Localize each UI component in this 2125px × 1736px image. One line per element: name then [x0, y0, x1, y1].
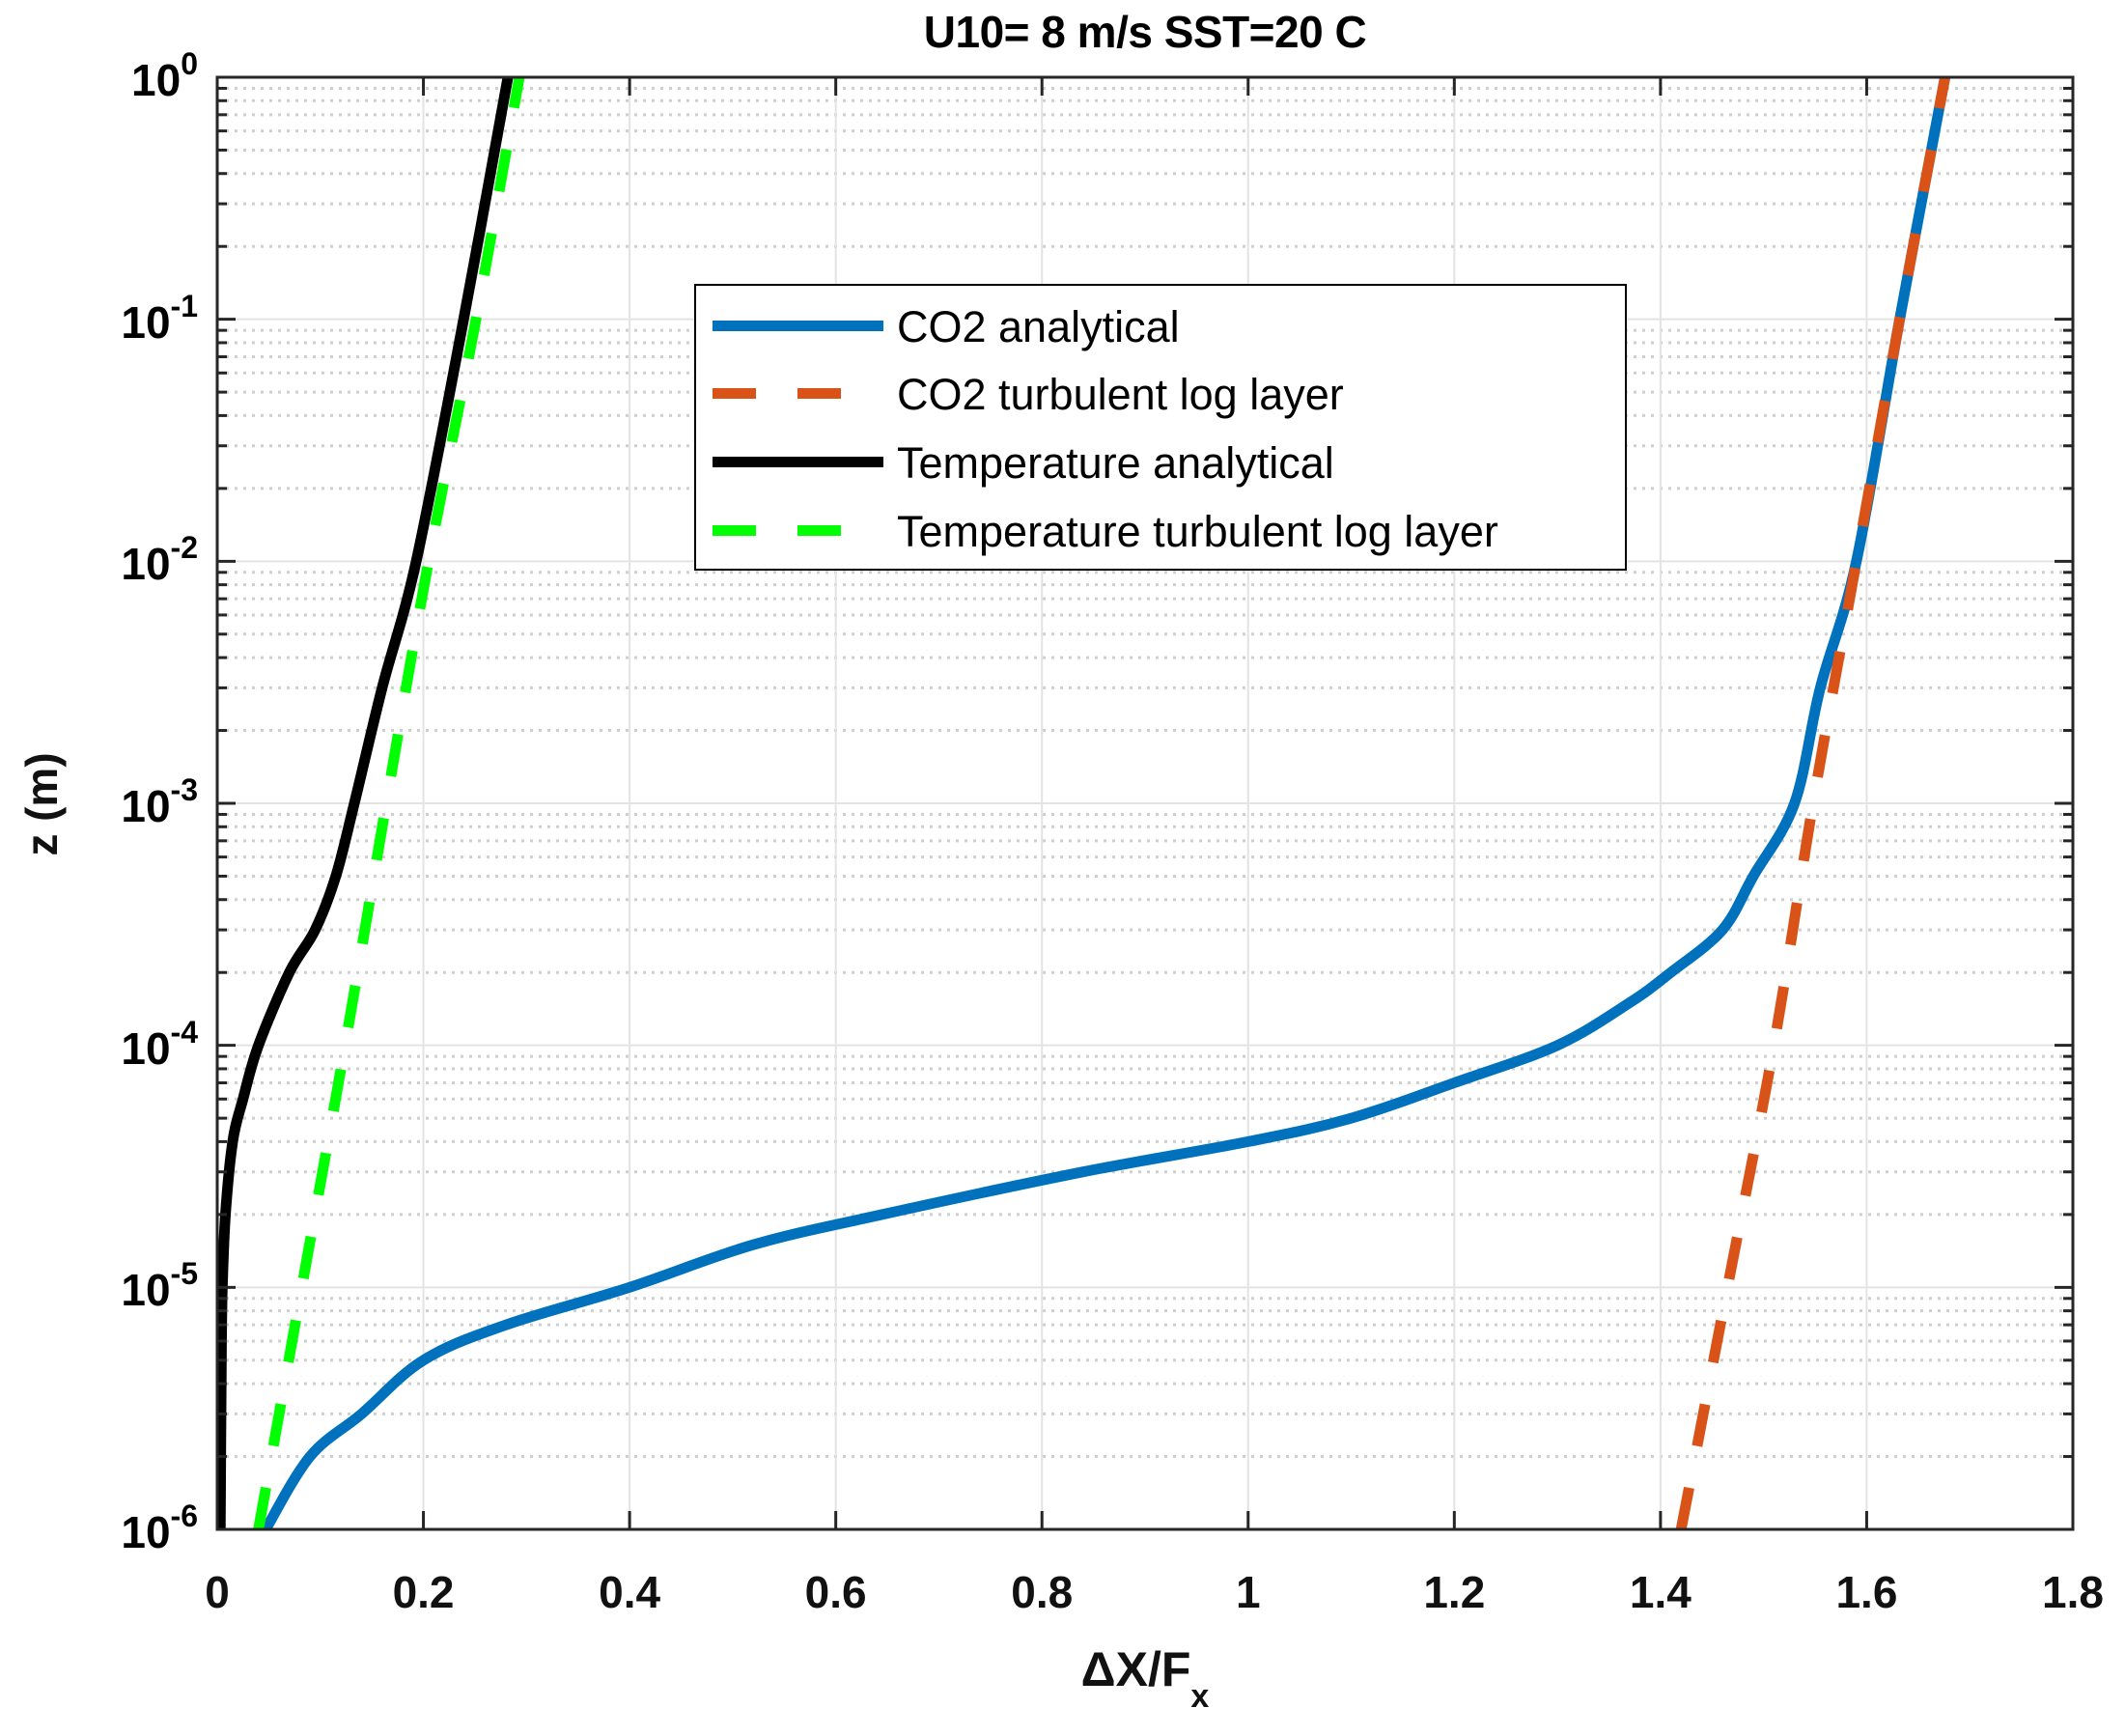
- chart-title: U10= 8 m/s SST=20 C: [923, 7, 1367, 57]
- y-tick-label: 10-6: [121, 1498, 198, 1557]
- legend-swatch-co2-analytical: [713, 321, 883, 331]
- x-axis-label-subscript: x: [1190, 1678, 1210, 1715]
- legend-item-co2-analytical: CO2 analytical: [696, 300, 1625, 358]
- legend: CO2 analytical CO2 turbulent log layer T…: [694, 284, 1627, 571]
- axes-box: [215, 75, 2075, 1531]
- series-co2-turbulent-log-layer: [1675, 77, 1951, 1529]
- legend-item-temperature-log-layer: Temperature turbulent log layer: [696, 505, 1625, 563]
- y-tick-label: 10-4: [121, 1014, 198, 1074]
- x-tick-label: 1.2: [1423, 1567, 1486, 1617]
- x-tick-label: 0.2: [392, 1567, 455, 1617]
- x-tick-label: 1: [1235, 1567, 1261, 1617]
- y-tick-label: 10-3: [121, 772, 198, 831]
- y-tick-label: 10-2: [121, 530, 198, 590]
- y-tick-label: 10-1: [121, 288, 198, 348]
- series-co2-analytical: [261, 77, 1951, 1529]
- legend-item-temperature-analytical: Temperature analytical: [696, 436, 1625, 494]
- legend-label: CO2 turbulent log layer: [897, 370, 1344, 419]
- series-temperature-turbulent-log-layer: [253, 77, 525, 1529]
- series-layer: [217, 77, 1951, 1529]
- legend-swatch-temperature-log-layer: [713, 525, 883, 536]
- x-axis-label: ΔX/Fx: [217, 1641, 2073, 1715]
- x-tick-label: 1.6: [1835, 1567, 1898, 1617]
- legend-label: CO2 analytical: [897, 302, 1180, 351]
- y-axis-label: z (m): [16, 752, 67, 856]
- y-tick-label: 10-5: [121, 1256, 198, 1316]
- y-tick-label: 100: [131, 46, 198, 105]
- legend-label: Temperature analytical: [897, 438, 1334, 488]
- x-tick-label: 0.4: [599, 1567, 661, 1617]
- legend-label: Temperature turbulent log layer: [897, 507, 1498, 556]
- legend-swatch-co2-log-layer: [713, 388, 883, 399]
- x-tick-label: 1.4: [1629, 1567, 1692, 1617]
- x-tick-label: 1.8: [2042, 1567, 2104, 1617]
- legend-swatch-temperature-analytical: [713, 457, 883, 467]
- x-tick-label: 0.8: [1011, 1567, 1074, 1617]
- legend-item-co2-log-layer: CO2 turbulent log layer: [696, 368, 1625, 426]
- x-tick-label: 0.6: [804, 1567, 867, 1617]
- x-tick-label: 0: [205, 1567, 230, 1617]
- x-axis-label-main: ΔX/F: [1080, 1642, 1191, 1696]
- series-temperature-analytical: [217, 77, 514, 1529]
